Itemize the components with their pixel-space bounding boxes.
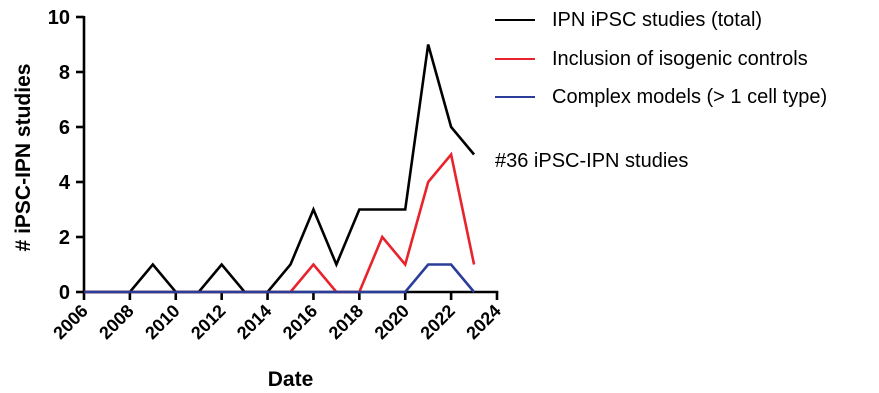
y-tick-label: 10 [48, 7, 70, 29]
legend-item-complex: Complex models (> 1 cell type) [495, 85, 827, 109]
series-line-0 [84, 44, 476, 294]
x-tick-label: 2020 [371, 301, 413, 343]
series-line-2 [84, 263, 476, 294]
legend-swatch-complex [495, 96, 535, 98]
x-axis-title: Date [268, 368, 314, 391]
y-tick-label: 2 [59, 227, 70, 249]
legend-label-complex: Complex models (> 1 cell type) [552, 85, 828, 108]
chart-series-layer [84, 44, 476, 294]
series-line-1 [84, 151, 476, 294]
y-tick-label: 4 [59, 172, 71, 194]
x-tick-label: 2022 [416, 301, 458, 343]
x-tick-label: 2008 [95, 301, 137, 343]
x-tick-label: 2010 [141, 301, 183, 343]
x-tick-label: 2012 [187, 301, 229, 343]
legend-swatch-total [495, 19, 535, 21]
x-tick-label: 2006 [49, 301, 91, 343]
chart-axes [76, 15, 499, 300]
legend-swatch-isogenic [495, 58, 535, 60]
legend-item-total: IPN iPSC studies (total) [495, 8, 762, 32]
legend-label-total: IPN iPSC studies (total) [552, 8, 763, 31]
x-tick-label: 2018 [325, 301, 367, 343]
y-tick-label: 6 [59, 117, 70, 139]
legend-item-isogenic: Inclusion of isogenic controls [495, 47, 808, 71]
y-tick-label: 0 [59, 282, 70, 304]
y-axis-title: # iPSC-IPN studies [12, 64, 35, 252]
legend-label-isogenic: Inclusion of isogenic controls [552, 47, 808, 70]
x-tick-label: 2014 [233, 301, 275, 343]
x-tick-label: 2016 [279, 301, 321, 343]
x-tick-label: 2024 [462, 301, 504, 343]
study-count-annotation: #36 iPSC-IPN studies [495, 150, 689, 172]
y-tick-label: 8 [59, 62, 70, 84]
